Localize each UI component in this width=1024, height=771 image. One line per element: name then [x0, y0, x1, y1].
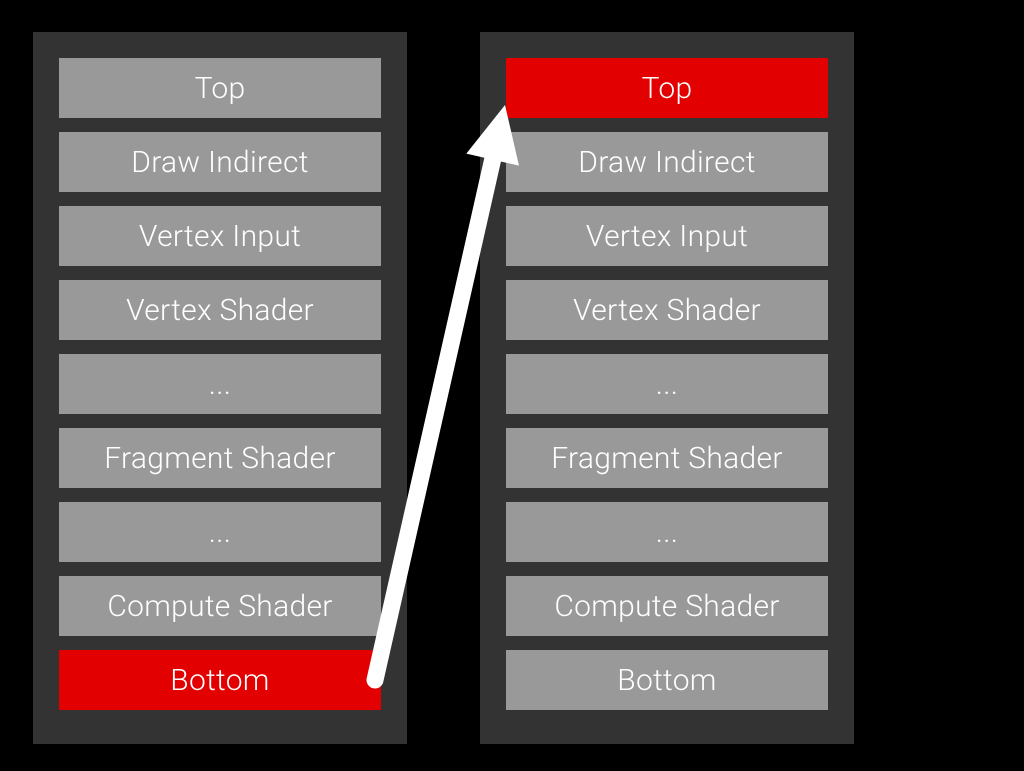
pipeline-stage: Compute Shader — [506, 576, 828, 636]
pipeline-stage: Vertex Input — [59, 206, 381, 266]
right-pipeline-panel: Top Draw Indirect Vertex Input Vertex Shade… — [480, 32, 854, 744]
pipeline-stage: Draw Indirect — [506, 132, 828, 192]
pipeline-stage: Vertex Shader — [59, 280, 381, 340]
pipeline-stage: Vertex Shader — [506, 280, 828, 340]
pipeline-stage: ... — [59, 354, 381, 414]
pipeline-stage: ... — [59, 502, 381, 562]
pipeline-stage: ... — [506, 502, 828, 562]
pipeline-stage: Vertex Input — [506, 206, 828, 266]
pipeline-stage: Bottom — [59, 650, 381, 710]
pipeline-stage: Compute Shader — [59, 576, 381, 636]
pipeline-stage: Fragment Shader — [506, 428, 828, 488]
left-pipeline-panel: Top Draw Indirect Vertex Input Vertex Shade… — [33, 32, 407, 744]
pipeline-stage: Fragment Shader — [59, 428, 381, 488]
pipeline-stage: Top — [59, 58, 381, 118]
pipeline-stage: Top — [506, 58, 828, 118]
pipeline-stage: Bottom — [506, 650, 828, 710]
pipeline-stage: ... — [506, 354, 828, 414]
pipeline-stage: Draw Indirect — [59, 132, 381, 192]
